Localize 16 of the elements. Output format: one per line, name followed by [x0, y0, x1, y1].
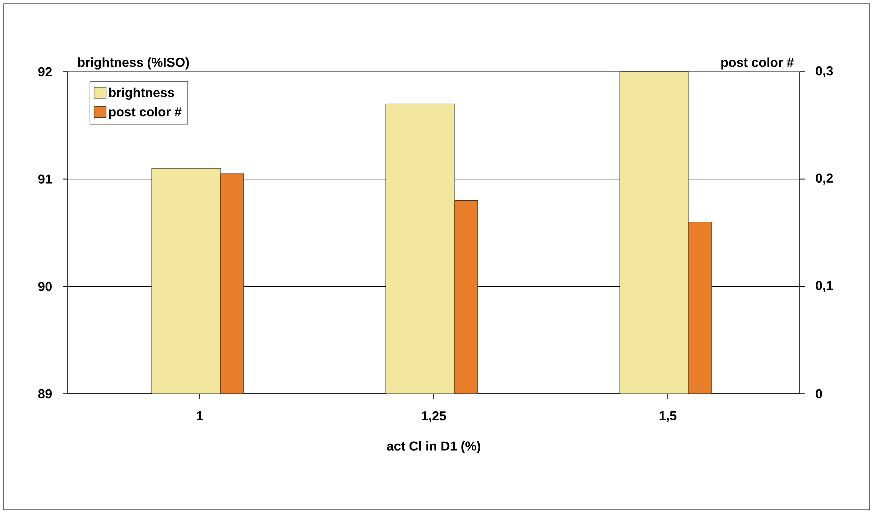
x-axis-title: act Cl in D1 (%) — [387, 441, 480, 454]
y-axis-title: brightness (%ISO) — [78, 58, 190, 70]
y2-axis-title: post color # — [722, 58, 794, 70]
x-tick-label: 1,5 — [660, 412, 677, 422]
y2-tick-label: 0,2 — [816, 174, 834, 185]
y-tick-label: 89 — [38, 389, 52, 399]
y2-tick-label: 0,3 — [816, 66, 834, 78]
y-tick-label: 92 — [38, 67, 52, 77]
y2-tick-label: 0,1 — [816, 281, 834, 292]
x-tick-label: 1 — [197, 412, 204, 420]
y-tick-label: 90 — [38, 282, 52, 292]
x-tick-label: 1,25 — [422, 412, 446, 423]
legend-label: brightness — [109, 88, 174, 100]
y2-tick-label: 0 — [816, 389, 822, 399]
y-tick-label: 91 — [38, 174, 52, 184]
legend-label: post color # — [109, 107, 182, 120]
